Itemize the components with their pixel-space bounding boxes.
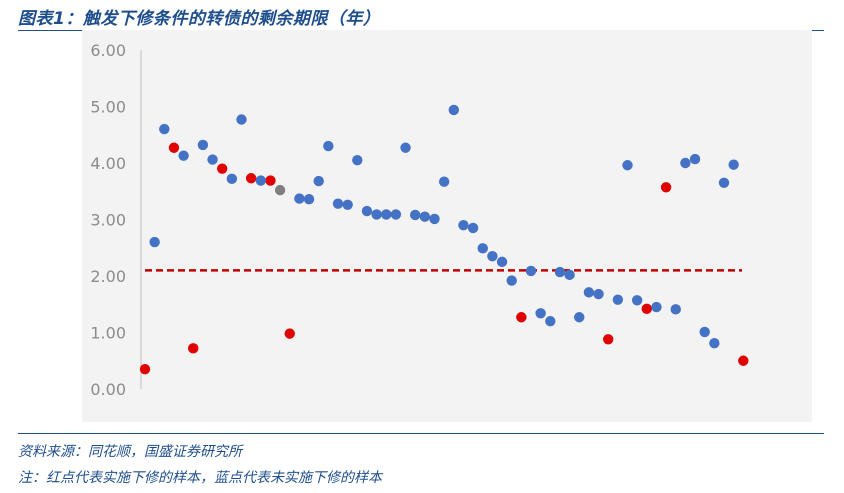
data-point-red xyxy=(516,312,527,323)
data-point-blue xyxy=(323,140,334,152)
data-point-gray xyxy=(274,184,286,196)
data-point-blue xyxy=(506,275,517,286)
data-point-blue xyxy=(197,139,209,151)
data-point-blue xyxy=(361,205,373,217)
data-point-red xyxy=(245,173,257,184)
data-point-blue xyxy=(487,251,498,262)
y-tick-label: 5.00 xyxy=(90,98,126,117)
chart-title: 图表1：触发下修条件的转债的剩余期限（年） xyxy=(18,9,381,29)
data-point-blue xyxy=(371,209,382,220)
y-tick-label: 2.00 xyxy=(90,267,126,286)
y-tick-label: 0.00 xyxy=(90,380,126,399)
y-tick-label: 4.00 xyxy=(90,154,126,173)
data-point-red xyxy=(265,175,276,186)
legend-note: 注：红点代表实施下修的样本，蓝点代表未实施下修的样本 xyxy=(18,470,382,486)
data-point-blue xyxy=(535,308,546,319)
data-point-blue xyxy=(294,193,305,204)
data-point-red xyxy=(641,303,652,314)
data-point-red xyxy=(168,142,180,153)
data-point-blue xyxy=(332,198,344,209)
data-point-blue xyxy=(226,173,238,185)
data-point-blue xyxy=(612,294,624,305)
data-point-red xyxy=(738,355,749,366)
data-point-blue xyxy=(583,287,595,298)
data-point-red xyxy=(660,182,672,193)
data-point-blue xyxy=(680,157,691,169)
data-point-blue xyxy=(728,159,739,170)
data-point-blue xyxy=(631,295,643,306)
y-tick-label: 3.00 xyxy=(90,211,126,230)
data-point-red xyxy=(603,334,614,345)
data-point-blue xyxy=(458,219,469,231)
footer-divider xyxy=(18,433,824,434)
data-point-blue xyxy=(410,209,421,221)
data-point-blue xyxy=(448,104,459,116)
data-point-blue xyxy=(236,114,247,125)
data-point-blue xyxy=(718,177,730,188)
data-point-blue xyxy=(467,222,479,234)
chart-background xyxy=(82,30,812,422)
data-point-blue xyxy=(477,243,488,254)
data-point-blue xyxy=(303,193,315,205)
data-point-blue xyxy=(149,236,160,248)
data-point-blue xyxy=(159,123,170,135)
data-point-blue xyxy=(574,312,585,323)
data-point-blue xyxy=(255,175,266,186)
data-point-blue xyxy=(429,213,440,225)
data-point-blue xyxy=(313,175,324,187)
data-point-blue xyxy=(342,199,353,211)
data-point-blue xyxy=(670,304,681,315)
data-point-blue xyxy=(699,326,710,338)
data-point-red xyxy=(217,163,228,174)
data-point-blue xyxy=(564,269,575,281)
data-point-blue xyxy=(178,150,189,161)
data-point-blue xyxy=(400,142,411,153)
data-point-blue xyxy=(381,209,392,220)
data-point-blue xyxy=(496,256,508,268)
data-point-red xyxy=(188,343,199,354)
data-point-blue xyxy=(689,153,701,165)
data-point-blue xyxy=(352,154,363,166)
data-point-blue xyxy=(390,209,402,220)
data-point-blue xyxy=(525,265,537,277)
y-tick-label: 6.00 xyxy=(90,41,126,60)
source-note: 资料来源：同花顺，国盛证券研究所 xyxy=(18,444,242,460)
data-point-red xyxy=(139,364,151,375)
data-point-blue xyxy=(438,176,450,187)
data-point-blue xyxy=(419,211,431,222)
data-point-blue xyxy=(545,316,556,327)
data-point-blue xyxy=(593,288,604,300)
data-point-red xyxy=(284,328,295,339)
data-point-blue xyxy=(207,154,218,165)
y-tick-label: 1.00 xyxy=(90,324,126,343)
data-point-blue xyxy=(554,266,566,278)
data-point-blue xyxy=(622,160,633,171)
data-point-blue xyxy=(651,301,662,313)
data-point-blue xyxy=(709,338,720,349)
